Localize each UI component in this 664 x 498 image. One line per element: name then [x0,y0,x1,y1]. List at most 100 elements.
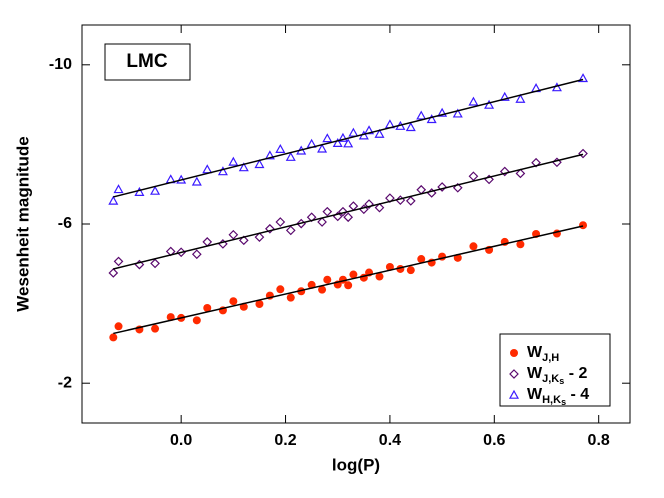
annotation: LMC [126,51,167,72]
legend-box [499,333,611,407]
x-tick-label: 0.6 [483,432,505,449]
point [113,256,124,267]
point [579,221,588,230]
point [437,182,447,192]
point [417,255,426,264]
point [375,272,384,281]
point [228,156,239,166]
legend-label-part: s [561,397,566,407]
legend-marker [508,389,520,399]
point [323,275,332,284]
fit-line [113,153,584,270]
point [113,184,124,194]
point [150,185,161,195]
point [108,268,119,278]
point [499,166,510,177]
x-tick-label: 0.4 [379,432,401,449]
point [265,223,275,234]
legend-label: WJ,Ks - 2 [527,365,587,386]
legend-label-part: W [527,365,543,382]
y-axis-label: Wesenheit magnitude [13,136,32,311]
point [349,270,358,279]
point [405,196,416,206]
y-tick-label: -10 [49,56,72,73]
point [176,247,187,258]
point [515,168,526,179]
legend-label-part: J,H [542,352,559,364]
point [343,212,354,223]
point [254,232,265,242]
point [348,201,359,211]
point [452,108,463,118]
point [275,217,286,227]
point [531,157,541,168]
point [405,122,416,132]
point [374,202,385,213]
point [416,110,427,120]
point [437,107,448,117]
legend-label: WJ,H [527,344,559,364]
point [203,303,212,312]
point [238,235,249,246]
point [578,73,589,83]
point [406,266,415,275]
point [468,171,479,182]
point [151,324,160,333]
y-tick-label: -2 [58,374,72,391]
point [468,96,479,106]
point [275,143,286,153]
point [286,293,295,302]
point [452,182,463,193]
legend-label-part: W [527,386,543,403]
point [254,159,265,169]
x-tick-label: 0.0 [170,432,192,449]
point [202,164,213,174]
point [217,166,228,176]
fit-line [113,225,584,335]
point [515,93,526,103]
x-axis-label: log(P) [332,455,380,474]
point [578,148,588,159]
point [426,114,437,124]
point [150,258,160,269]
point [285,151,296,161]
point [228,229,239,240]
legend-label: WH,Ks - 4 [527,386,589,407]
point [276,285,285,294]
fit-line [113,78,584,198]
legend-marker [509,369,519,379]
point [318,285,327,294]
point [499,91,510,101]
point [264,150,275,160]
point [317,217,327,227]
legend-label-part: - 4 [566,386,589,403]
point [348,127,359,137]
point [285,225,296,236]
point [337,132,348,142]
point [108,195,119,205]
annotation-box [104,43,191,81]
legend-marker [510,349,518,357]
legend-label-part: W [527,344,543,361]
legend-label-part: H,K [542,394,561,406]
point [469,242,478,251]
point [484,99,495,109]
point [364,199,374,209]
y-tick-label: -6 [58,215,72,232]
point [238,162,249,172]
legend-label-part: - 2 [564,365,587,382]
point [317,143,328,153]
point [322,206,333,217]
x-tick-label: 0.8 [588,432,610,449]
point [191,176,202,186]
point [332,137,343,148]
legend-label-part: J,K [542,373,559,385]
legend-label-part: s [559,376,564,386]
point [374,128,385,138]
point [134,186,145,196]
point [338,206,348,217]
point [191,249,202,260]
point [114,322,123,331]
point [109,333,118,342]
